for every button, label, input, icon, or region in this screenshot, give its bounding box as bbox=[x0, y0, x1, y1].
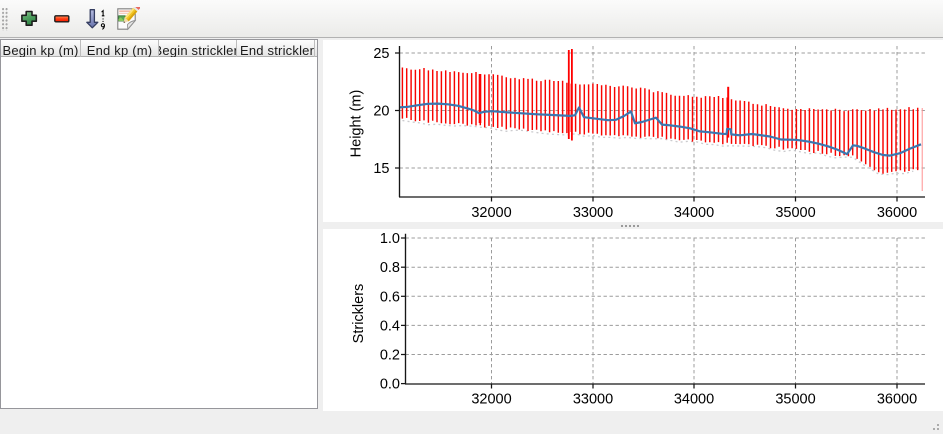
svg-text:Height (m): Height (m) bbox=[349, 90, 365, 158]
svg-text:20: 20 bbox=[373, 104, 389, 120]
svg-text:25: 25 bbox=[373, 46, 389, 62]
svg-text:36000: 36000 bbox=[877, 392, 917, 408]
svg-text:35000: 35000 bbox=[775, 392, 815, 408]
svg-text:36000: 36000 bbox=[877, 205, 917, 221]
svg-text:Stricklers: Stricklers bbox=[351, 284, 367, 344]
svg-text:15: 15 bbox=[373, 161, 389, 177]
svg-text:0.8: 0.8 bbox=[380, 260, 400, 276]
svg-text:0.6: 0.6 bbox=[380, 289, 400, 305]
svg-text:33000: 33000 bbox=[573, 205, 613, 221]
svg-text:1.0: 1.0 bbox=[380, 231, 400, 247]
svg-text:0.2: 0.2 bbox=[380, 348, 400, 364]
svg-text:34000: 34000 bbox=[674, 392, 714, 408]
svg-text:32000: 32000 bbox=[471, 392, 511, 408]
svg-text:32000: 32000 bbox=[471, 205, 511, 221]
svg-text:35000: 35000 bbox=[775, 205, 815, 221]
svg-text:34000: 34000 bbox=[674, 205, 714, 221]
svg-text:0.4: 0.4 bbox=[380, 318, 400, 334]
svg-text:0.0: 0.0 bbox=[380, 377, 400, 393]
svg-text:33000: 33000 bbox=[573, 392, 613, 408]
